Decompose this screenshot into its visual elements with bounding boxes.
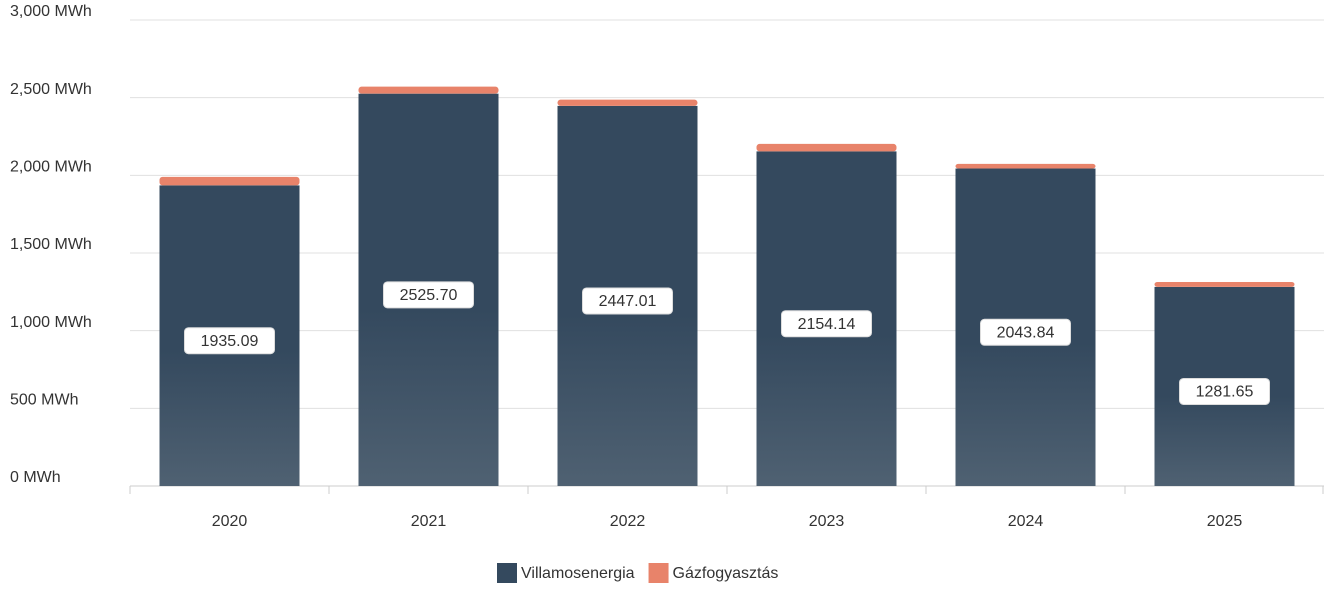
bar-segment: [557, 99, 698, 106]
data-label: 2043.84: [997, 324, 1055, 341]
y-tick-label: 1,000 MWh: [10, 314, 92, 331]
legend-label: Gázfogyasztás: [673, 565, 779, 582]
data-label-box: [1179, 377, 1270, 405]
data-label: 2525.70: [400, 287, 458, 304]
bar-segment: [756, 143, 897, 152]
data-label: 1935.09: [201, 333, 259, 350]
x-tick-label: 2024: [1008, 513, 1044, 530]
y-tick-label: 2,500 MWh: [10, 81, 92, 98]
bar-segment: [955, 163, 1096, 169]
bar-segment: [358, 86, 499, 94]
y-tick-label: 2,000 MWh: [10, 159, 92, 176]
legend-swatch: [648, 563, 669, 583]
y-tick-label: 1,500 MWh: [10, 236, 92, 253]
x-tick-label: 2021: [411, 513, 447, 530]
data-label-box: [781, 310, 872, 338]
x-tick-label: 2023: [809, 513, 845, 530]
data-label-box: [582, 287, 673, 315]
data-label: 1281.65: [1196, 384, 1254, 401]
legend-swatch: [497, 563, 517, 583]
legend-label: Villamosenergia: [521, 565, 635, 582]
y-tick-label: 3,000 MWh: [10, 3, 92, 20]
y-tick-label: 0 MWh: [10, 469, 61, 486]
data-label-box: [980, 318, 1071, 346]
data-label: 2154.14: [798, 316, 856, 333]
data-label-box: [383, 281, 474, 309]
x-tick-label: 2020: [212, 513, 248, 530]
y-tick-label: 500 MWh: [10, 392, 78, 409]
x-tick-label: 2025: [1207, 513, 1243, 530]
data-label-box: [184, 327, 275, 355]
data-label: 2447.01: [599, 293, 657, 310]
bar-segment: [159, 176, 300, 186]
x-tick-label: 2022: [610, 513, 646, 530]
bar-segment: [1154, 281, 1295, 287]
